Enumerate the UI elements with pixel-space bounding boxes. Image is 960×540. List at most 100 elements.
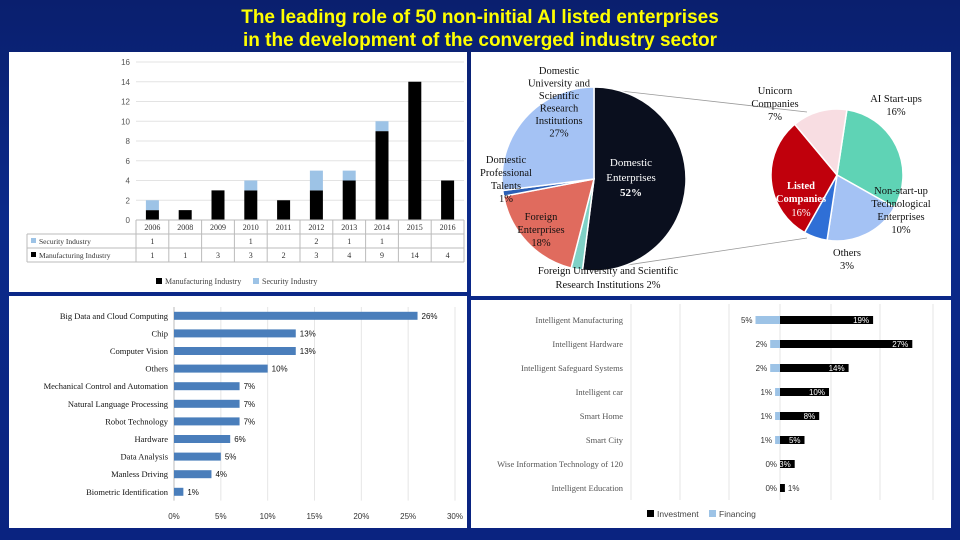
- table-cell: 3: [216, 251, 220, 260]
- bar: [174, 382, 240, 391]
- table-legend-key: [31, 252, 36, 257]
- table-cell: 1: [380, 237, 384, 246]
- bar: [174, 399, 240, 408]
- bar-manufacturing: [441, 180, 455, 220]
- invest-chart: Intelligent Manufacturing 5% 19% Intelligen…: [497, 304, 934, 519]
- value-label: 26%: [422, 312, 438, 321]
- bar: [174, 364, 268, 373]
- value-label: 10%: [272, 365, 288, 374]
- table-cell: 1: [249, 237, 253, 246]
- bar-security: [375, 121, 389, 132]
- x-tick-label: 5%: [215, 512, 227, 521]
- investment-label: 1%: [788, 484, 800, 493]
- y-tick-label: 10: [121, 117, 130, 126]
- financing-label: 1%: [761, 412, 773, 421]
- table-cell: 1: [347, 237, 351, 246]
- x-tick-label: 2010: [243, 223, 259, 232]
- bar-security: [342, 170, 356, 181]
- legend-key-manufacturing: [156, 278, 162, 284]
- bar-security: [145, 200, 159, 211]
- category-label: Smart Home: [580, 411, 623, 421]
- bar: [174, 311, 418, 320]
- investment-label: 10%: [809, 388, 825, 397]
- pie-slice: [836, 108, 904, 209]
- table-row-label: Manufacturing Industry: [39, 251, 111, 260]
- category-label: Natural Language Processing: [68, 399, 169, 409]
- value-label: 4%: [215, 470, 227, 479]
- table-cell: 3: [314, 251, 318, 260]
- y-tick-label: 14: [121, 78, 130, 87]
- x-tick-label: 30%: [447, 512, 463, 521]
- pie-label: University and: [528, 79, 591, 90]
- legend-label-security: Security Industry: [262, 277, 317, 286]
- pie-label: 10%: [891, 225, 911, 236]
- y-tick-label: 0: [126, 216, 131, 225]
- bar: [174, 329, 296, 338]
- table-row-label: Security Industry: [39, 237, 91, 246]
- value-label: 5%: [225, 453, 237, 462]
- value-label: 6%: [234, 435, 246, 444]
- pie-label: Unicorn: [758, 86, 793, 97]
- category-label: Intelligent Safeguard Systems: [521, 363, 623, 373]
- pie-label: 7%: [768, 112, 782, 123]
- table-cell: 2: [282, 251, 286, 260]
- category-label: Data Analysis: [121, 452, 168, 462]
- bar-investment: [780, 412, 820, 420]
- financing-label: 2%: [756, 364, 768, 373]
- bar-manufacturing: [145, 210, 159, 220]
- invest-panel: Intelligent Manufacturing 5% 19% Intelligen…: [471, 300, 951, 528]
- financing-label: 5%: [741, 316, 753, 325]
- pie-label: Domestic: [486, 155, 527, 166]
- pie-label: Enterprises: [517, 225, 564, 236]
- bar-security: [244, 180, 258, 191]
- y-tick-label: 4: [126, 177, 131, 186]
- legend-key-investment: [647, 510, 654, 517]
- bar: [174, 435, 231, 443]
- pie-label: Technological: [871, 199, 930, 210]
- x-tick-label: 2012: [308, 223, 324, 232]
- bar: [174, 487, 184, 496]
- x-tick-label: 15%: [306, 512, 322, 521]
- pie-label: Listed: [787, 181, 815, 192]
- investment-label: 27%: [892, 340, 908, 349]
- legend-label-investment: Investment: [657, 509, 699, 519]
- table-cell: 2: [314, 237, 318, 246]
- category-label: Hardware: [134, 434, 168, 444]
- bar: [174, 452, 221, 461]
- x-tick-label: 10%: [260, 512, 276, 521]
- x-tick-label: 2009: [210, 223, 226, 232]
- pie-label: Foreign University and Scientific: [538, 266, 679, 277]
- category-label: Chip: [151, 328, 168, 338]
- pie-slice: [502, 178, 596, 270]
- x-tick-label: 2011: [276, 223, 292, 232]
- pie-label: Domestic: [539, 66, 580, 77]
- pie-slice: [770, 123, 838, 234]
- bar-financing: [775, 388, 780, 396]
- value-label: 13%: [300, 347, 316, 356]
- pie-slice: [793, 108, 848, 177]
- table-cell: 1: [150, 251, 154, 260]
- bar-investment: [780, 484, 785, 492]
- value-label: 1%: [187, 488, 199, 497]
- bar-manufacturing: [244, 190, 258, 220]
- pie-label: Scientific: [539, 91, 580, 102]
- financing-label: 2%: [756, 340, 768, 349]
- table-cell: 9: [380, 251, 384, 260]
- connector-line: [593, 87, 808, 113]
- bar-manufacturing: [375, 131, 389, 220]
- pie-label: Domestic: [610, 157, 652, 169]
- bar: [174, 470, 212, 479]
- x-tick-label: 2013: [341, 223, 357, 232]
- x-tick-label: 2016: [440, 223, 456, 232]
- table-cell: 14: [411, 251, 419, 260]
- x-tick-label: 2006: [144, 223, 160, 232]
- pie-label: Professional: [480, 168, 532, 179]
- bar-manufacturing: [178, 210, 192, 220]
- pie-label: 3%: [840, 261, 854, 272]
- financing-label: 0%: [765, 484, 777, 493]
- y-tick-label: 2: [126, 196, 131, 205]
- investment-label: 19%: [853, 316, 869, 325]
- pie-label: Talents: [491, 181, 521, 192]
- x-tick-label: 2014: [374, 223, 390, 232]
